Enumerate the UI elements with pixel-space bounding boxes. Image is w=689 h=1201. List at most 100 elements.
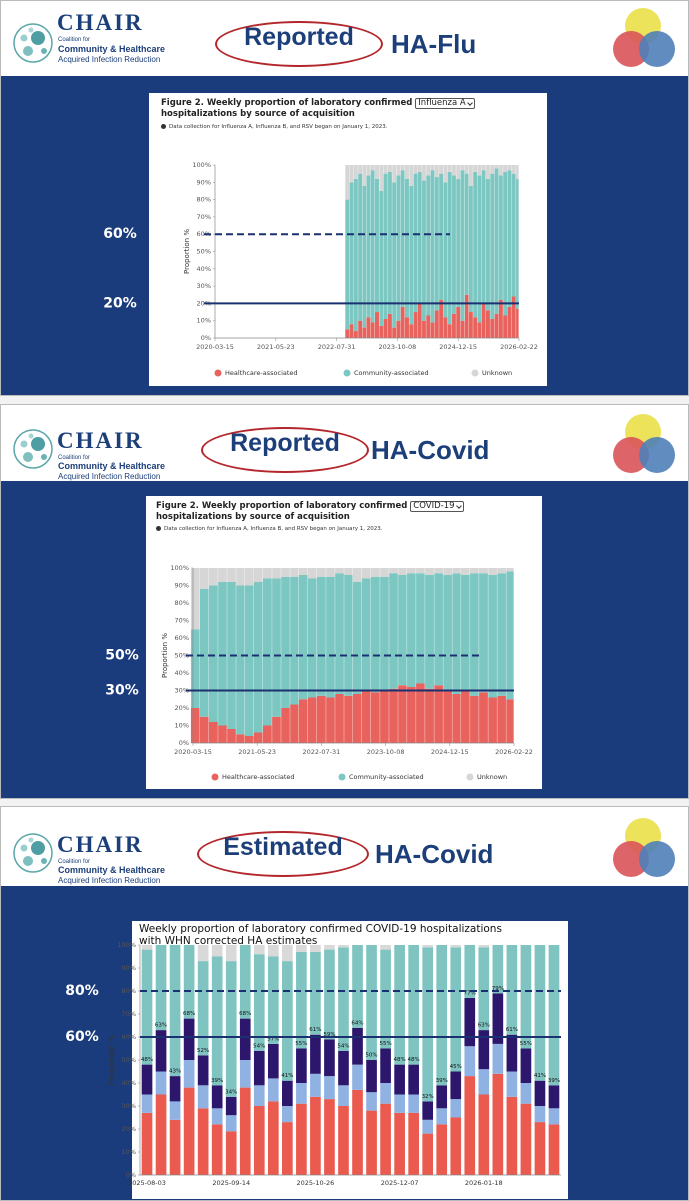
bar-segment (272, 578, 281, 717)
bar-segment (296, 945, 307, 952)
data-label: 57% (267, 1036, 279, 1042)
bar-segment (344, 575, 353, 696)
bar-segment (310, 1034, 321, 1074)
bar-segment (345, 329, 350, 338)
bar-segment (169, 1119, 181, 1175)
data-label: 79% (492, 986, 504, 992)
title-lead: Figure 2. Weekly proportion of laborator… (161, 98, 413, 108)
bar-segment (503, 171, 508, 316)
bar-segment (324, 949, 335, 1040)
bar-segment (183, 1060, 195, 1088)
bar-segment (488, 575, 497, 698)
bar-segment (370, 165, 375, 171)
chart-title: Figure 2. Weekly proportion of laborator… (161, 98, 531, 120)
bar-segment (379, 165, 384, 191)
bar-segment (506, 568, 514, 572)
bar-segment (296, 1103, 307, 1175)
x-tick-label: 2021-05-23 (238, 748, 276, 756)
title-tail: hospitalizations by source of acquisitio… (161, 109, 355, 119)
data-label: 41% (281, 1073, 293, 1079)
bar-segment (443, 568, 452, 575)
bar-segment (477, 175, 482, 323)
x-tick-label: 2020-03-15 (196, 343, 234, 351)
bar-segment (392, 182, 397, 328)
bar-segment (494, 165, 499, 169)
y-tick-label: 0% (201, 334, 211, 342)
title-line: with WHN corrected HA estimates (139, 935, 318, 947)
x-tick-label: 2026-02-22 (495, 748, 533, 756)
bar-segment (310, 945, 321, 952)
data-label: 68% (183, 1011, 195, 1017)
y-tick-label: 20% (122, 1125, 136, 1133)
bar-segment (416, 683, 425, 743)
bar-segment (307, 697, 317, 743)
y-tick-label: 30% (175, 687, 189, 695)
header-decor (13, 8, 675, 67)
bar-segment (366, 1060, 377, 1093)
bar-segment (362, 165, 367, 186)
bar-segment (511, 173, 516, 297)
bar-segment (506, 1096, 518, 1175)
selector[interactable]: Influenza A (415, 98, 475, 109)
bar-segment (498, 175, 503, 300)
bar-segment (361, 690, 371, 743)
bar-segment (197, 945, 209, 962)
bar-segment (244, 585, 254, 736)
y-axis-label: Proportion % (108, 1034, 117, 1086)
bar-segment (511, 165, 516, 174)
legend-label: Community-associated (349, 773, 424, 781)
bar-segment (492, 1043, 504, 1074)
bar-segment (452, 694, 461, 743)
bar-segment (394, 945, 405, 1065)
bar-segment (324, 1039, 335, 1077)
y-tick-label: 40% (122, 1079, 136, 1087)
bar-segment (335, 573, 344, 694)
bar-segment (434, 568, 443, 574)
bar-segment (409, 165, 414, 186)
bar-segment (497, 568, 506, 574)
bar-segment (218, 568, 227, 582)
data-label: 39% (548, 1078, 560, 1084)
bar-segment (227, 729, 236, 743)
data-label: 68% (239, 1011, 251, 1017)
bar-segment (361, 578, 371, 691)
bar-segment (272, 568, 281, 579)
bar-segment (408, 1064, 419, 1095)
bar-segment (478, 945, 490, 948)
bar-segment (197, 1085, 209, 1109)
x-tick-label: 2024-12-15 (431, 748, 469, 756)
data-label: 63% (155, 1023, 167, 1029)
bar-segment (461, 690, 470, 743)
bar-segment (344, 568, 353, 575)
legend-swatch (214, 369, 222, 377)
bar-segment (447, 324, 452, 338)
bar-segment (470, 573, 479, 696)
bar-segment (380, 568, 389, 577)
x-tick-label: 2026-02-22 (500, 343, 538, 351)
bar-segment (352, 568, 362, 582)
bar-segment (485, 178, 490, 311)
legend-label: Community-associated (354, 369, 429, 377)
bar-segment (434, 685, 443, 743)
bar-segment (349, 165, 354, 183)
bar-segment (404, 165, 409, 179)
selector[interactable]: COVID-19 (410, 501, 464, 512)
bar-segment (282, 1106, 293, 1123)
bar-segment (335, 568, 344, 574)
bar-segment (239, 1018, 251, 1060)
data-label: 54% (337, 1043, 349, 1049)
bar-segment (316, 695, 326, 743)
bar-segment (548, 945, 560, 1086)
bar-segment (520, 1103, 532, 1175)
y-tick-label: 70% (122, 1010, 136, 1018)
bar-segment (267, 1043, 279, 1079)
bar-segment (370, 576, 380, 693)
y-tick-label: 70% (175, 617, 189, 625)
data-label: 39% (436, 1078, 448, 1084)
bar-segment (183, 945, 195, 1019)
bar-segment (324, 945, 335, 950)
bar-segment (426, 165, 431, 176)
chart-title: Weekly proportion of laboratory confirme… (139, 923, 502, 947)
bar-segment (169, 1101, 181, 1120)
bar-segment (227, 568, 236, 582)
